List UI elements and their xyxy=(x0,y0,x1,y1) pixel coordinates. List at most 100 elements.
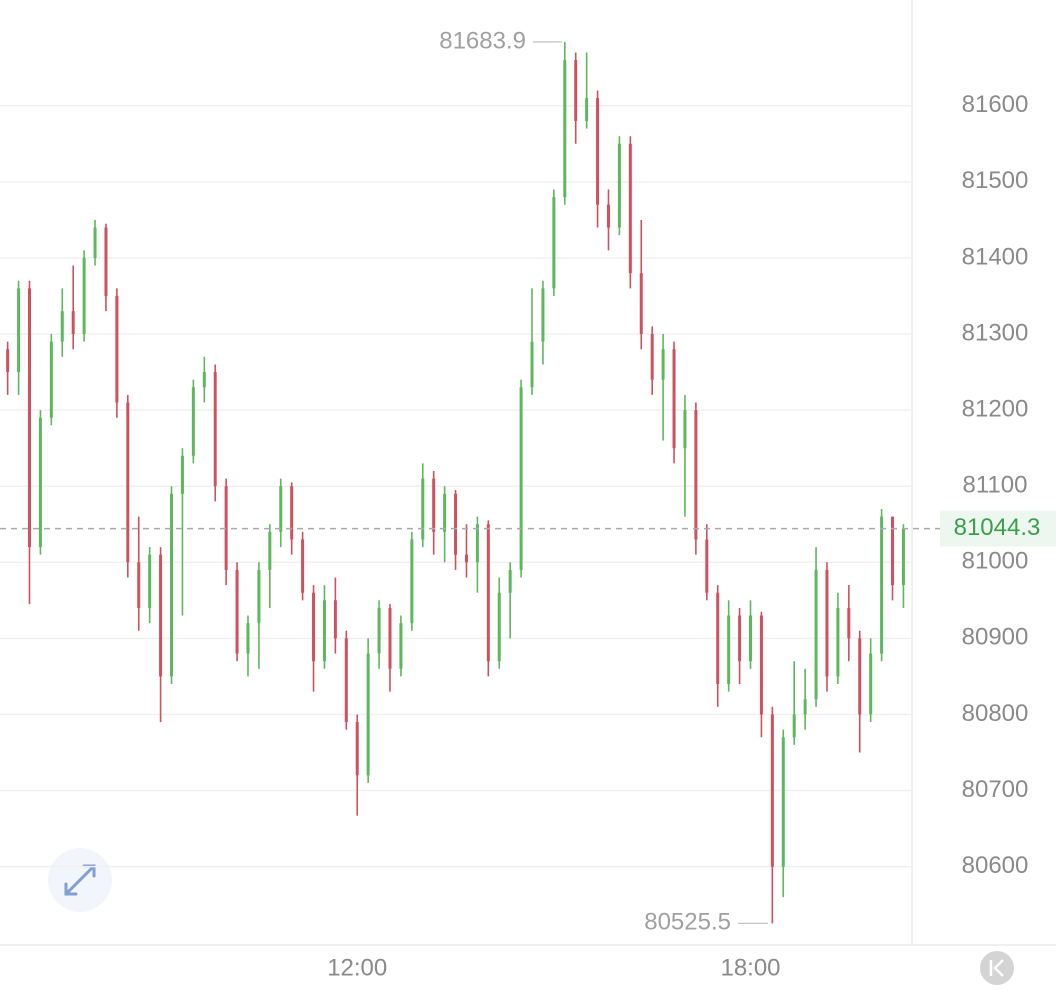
candle xyxy=(727,600,731,692)
candle xyxy=(803,668,807,730)
candle-body xyxy=(639,273,643,335)
y-tick-label: 81500 xyxy=(962,167,1029,194)
y-tick-label: 81400 xyxy=(962,243,1029,270)
reset-button[interactable] xyxy=(980,951,1014,985)
candle-body xyxy=(191,387,195,456)
candle-body xyxy=(683,410,687,449)
candle xyxy=(759,611,763,738)
candle-body xyxy=(759,615,763,715)
plot: 80600 80700 80800 80900 81000 81100 81200 81300… xyxy=(0,27,1056,981)
candle xyxy=(115,288,119,418)
candle xyxy=(683,394,687,517)
candle xyxy=(355,714,359,816)
reset-icon[interactable] xyxy=(989,959,1004,977)
candle-body xyxy=(869,653,873,715)
last-price-label: 81044.3 xyxy=(954,514,1041,541)
y-tick-label: 80900 xyxy=(962,624,1029,651)
candle xyxy=(650,326,654,395)
candle-body xyxy=(344,638,348,723)
candle xyxy=(202,356,206,403)
candle xyxy=(519,379,523,578)
candle xyxy=(38,410,42,555)
candle xyxy=(93,219,97,266)
candle-body xyxy=(355,722,359,776)
candle xyxy=(596,90,600,228)
candle-body xyxy=(727,615,731,685)
candle-body xyxy=(661,349,665,380)
candle xyxy=(606,189,610,251)
candle-body xyxy=(847,607,851,639)
candle-body xyxy=(574,60,578,121)
candle-body xyxy=(585,98,589,121)
candle-body xyxy=(17,288,21,373)
candle-body xyxy=(115,295,119,403)
candle-body xyxy=(781,737,785,867)
candle xyxy=(377,600,381,669)
candle xyxy=(137,516,141,631)
candle xyxy=(891,516,895,601)
candle-body xyxy=(301,539,305,593)
candle xyxy=(814,547,818,707)
candle-body xyxy=(858,638,862,715)
candle-body xyxy=(497,592,501,662)
candle-body xyxy=(377,607,381,654)
candle-body xyxy=(508,569,512,593)
candle xyxy=(159,547,163,723)
candle-body xyxy=(366,653,370,776)
candle xyxy=(552,189,556,296)
candle xyxy=(388,604,392,692)
candle xyxy=(170,486,174,685)
candle xyxy=(716,585,720,707)
candle-body xyxy=(694,410,698,540)
candle xyxy=(869,638,873,723)
y-tick-label: 81200 xyxy=(962,395,1029,422)
candle xyxy=(399,615,403,677)
candle-body xyxy=(814,569,818,700)
candle-body xyxy=(71,311,75,335)
candle-body xyxy=(257,569,261,624)
candle-body xyxy=(454,493,458,555)
y-tick-label: 81000 xyxy=(962,548,1029,575)
candle xyxy=(825,562,829,692)
candle-body xyxy=(49,341,53,418)
candle-body xyxy=(60,311,64,342)
x-tick-label: 12:00 xyxy=(327,954,387,981)
candle xyxy=(421,463,425,548)
candle xyxy=(443,486,447,563)
candle-body xyxy=(421,478,425,540)
candle xyxy=(672,341,676,464)
candle-body xyxy=(792,714,796,738)
candle xyxy=(694,402,698,555)
y-tick-label: 81600 xyxy=(962,91,1029,118)
y-tick-label: 80700 xyxy=(962,776,1029,803)
candle-body xyxy=(891,516,895,586)
candle-body xyxy=(628,143,632,274)
candle-body xyxy=(126,402,130,563)
y-tick-label: 80600 xyxy=(962,852,1029,879)
candle-body xyxy=(803,699,807,715)
candle xyxy=(290,482,294,555)
candle xyxy=(71,265,75,350)
candle-body xyxy=(541,288,545,342)
low-annotation: 80525.5 xyxy=(644,909,731,936)
candle xyxy=(213,364,217,502)
candle-body xyxy=(901,528,905,586)
candle xyxy=(410,531,414,631)
candle xyxy=(574,52,578,144)
candle xyxy=(585,52,589,129)
candle-body xyxy=(519,387,523,570)
candle xyxy=(312,585,316,692)
expand-button[interactable] xyxy=(48,848,112,912)
candle-body xyxy=(38,417,42,548)
candle xyxy=(322,585,326,669)
candle-body xyxy=(596,98,600,205)
candle xyxy=(301,531,305,601)
reset-button-bg[interactable] xyxy=(980,951,1014,985)
candle-body xyxy=(738,615,742,662)
candle-body xyxy=(672,349,676,449)
candle-body xyxy=(552,197,556,289)
candle xyxy=(432,470,436,555)
candle-body xyxy=(148,554,152,608)
candle xyxy=(82,250,86,342)
